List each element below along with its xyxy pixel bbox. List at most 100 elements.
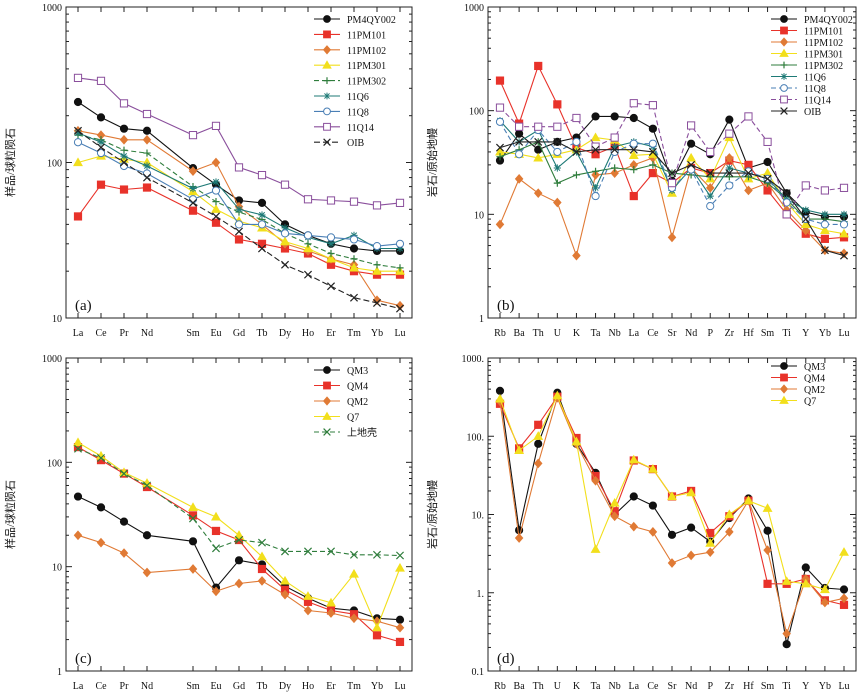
x-tick-label: Nb	[609, 681, 621, 692]
data-point	[280, 575, 290, 585]
legend-label: 11PM302	[347, 77, 386, 88]
data-point	[629, 99, 638, 108]
data-point	[686, 487, 697, 497]
data-point	[801, 215, 810, 224]
data-point	[611, 164, 619, 172]
data-point	[725, 115, 734, 124]
series-Q7	[495, 390, 849, 594]
data-point	[349, 197, 359, 206]
data-point	[142, 531, 152, 540]
data-point	[257, 170, 267, 180]
x-tick-label: La	[629, 681, 640, 692]
x-tick-label: Rb	[494, 328, 506, 339]
data-point	[142, 481, 152, 490]
y-tick-label: 1	[57, 667, 62, 678]
data-point	[628, 454, 639, 464]
legend-label: 11Q6	[347, 92, 369, 103]
x-tick-label: P	[707, 328, 713, 339]
data-point	[395, 551, 405, 560]
data-point	[648, 124, 657, 133]
legend-marker	[323, 107, 331, 116]
legend-label: 上地壳	[347, 426, 377, 439]
legend-label: 11Q14	[804, 96, 831, 107]
y-tick-label: 10.	[472, 511, 485, 522]
data-point	[96, 113, 106, 122]
data-point	[800, 578, 811, 588]
data-point	[350, 255, 358, 263]
data-point	[744, 112, 753, 121]
data-point	[514, 445, 525, 454]
data-point	[629, 191, 638, 201]
data-point	[839, 251, 849, 260]
x-tick-label: U	[554, 681, 562, 692]
data-point	[211, 121, 221, 130]
data-point	[395, 198, 405, 207]
data-point	[349, 568, 359, 578]
data-point	[819, 225, 830, 234]
x-tick-label: Ce	[647, 681, 659, 692]
x-tick-label: K	[573, 328, 581, 339]
x-tick-label: Yb	[371, 328, 383, 339]
legend-label: PM4QY002	[804, 15, 853, 26]
data-point	[629, 113, 638, 123]
data-point	[234, 530, 244, 539]
y-tick-label: 10	[474, 210, 484, 221]
x-tick-label: Lu	[394, 328, 405, 339]
data-point	[304, 240, 312, 248]
data-point	[188, 195, 198, 204]
data-point	[74, 129, 82, 137]
data-point	[725, 181, 734, 190]
data-point	[534, 420, 543, 429]
legend: PM4QY00211PM10111PM10211PM30111PM30211Q6…	[314, 15, 396, 149]
data-point	[119, 134, 129, 145]
data-point	[96, 503, 106, 512]
data-point	[349, 262, 359, 272]
x-tick-label: Eu	[210, 681, 221, 692]
legend-marker	[780, 107, 788, 115]
data-point	[395, 622, 405, 633]
data-point	[395, 239, 405, 248]
x-tick-label: Tm	[347, 681, 361, 692]
data-point	[96, 453, 106, 463]
data-point	[372, 266, 382, 275]
data-point	[119, 548, 129, 558]
data-point	[395, 300, 405, 311]
x-tick-label: Ba	[514, 681, 526, 692]
data-point	[395, 304, 405, 313]
x-tick-label: Hf	[743, 681, 754, 692]
data-point	[667, 491, 677, 501]
y-tick-label: 100.	[467, 432, 485, 443]
data-point	[801, 181, 810, 190]
legend-label: 11PM101	[347, 30, 386, 41]
y-tick-label: 10	[52, 314, 62, 325]
y-tick-label: 100	[47, 458, 62, 469]
data-point	[648, 501, 657, 510]
data-point	[514, 533, 524, 543]
data-point	[326, 597, 336, 607]
data-point	[119, 185, 129, 194]
x-tick-label: Ti	[782, 681, 791, 692]
x-tick-label: Er	[326, 328, 336, 339]
data-point	[495, 386, 505, 395]
data-point	[591, 475, 600, 486]
data-point	[706, 169, 715, 178]
data-point	[257, 244, 267, 253]
x-tick-label: Th	[533, 681, 544, 692]
data-point	[327, 240, 335, 248]
y-tick-label: 10	[52, 563, 62, 574]
data-point	[280, 236, 290, 246]
data-point	[802, 206, 810, 214]
data-point	[649, 161, 657, 169]
data-point	[119, 161, 129, 171]
data-point	[839, 585, 849, 594]
x-tick-label: La	[73, 328, 84, 339]
data-point	[281, 224, 289, 232]
data-point	[610, 133, 619, 142]
data-point	[839, 183, 849, 192]
y-tick-label: 1	[479, 314, 484, 325]
series-11Q14	[495, 99, 849, 219]
x-tick-label: Tm	[347, 328, 361, 339]
x-tick-label: Dy	[279, 328, 291, 339]
data-point	[349, 235, 359, 244]
legend: PM4QY00211PM10111PM10211PM30111PM30211Q6…	[771, 15, 853, 118]
